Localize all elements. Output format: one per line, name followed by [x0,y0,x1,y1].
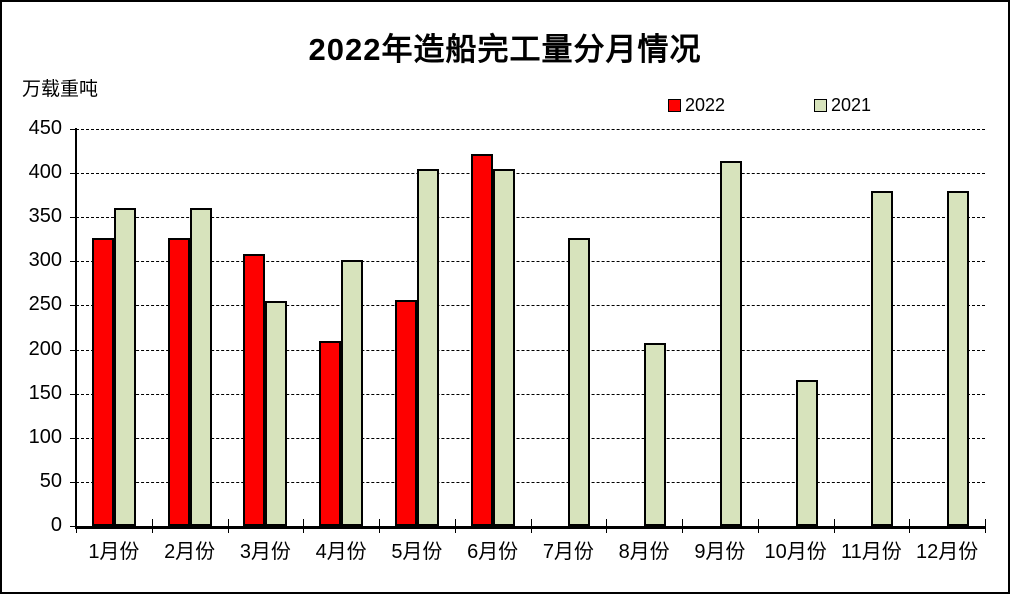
gridline-150 [76,393,985,395]
y-axis-unit-label: 万载重吨 [22,79,99,100]
y-tick-450 [70,129,76,130]
y-axis-label-450: 450 [28,117,62,139]
x-axis-label-8月份: 8月份 [618,541,670,563]
y-axis-label-250: 250 [28,293,62,316]
bar-2021-2月份 [189,207,212,526]
x-tick-10 [833,519,835,533]
plot-area [76,129,985,526]
legend-item-2021: 2021 [814,95,871,115]
y-axis-line [75,128,77,526]
bar-2022-6月份 [470,153,493,526]
y-tick-150 [70,393,76,395]
bar-2022-2月份 [167,238,190,526]
x-axis-label-5月份: 5月份 [391,541,443,563]
gridline-50 [76,481,985,483]
bar-2021-11月份 [871,190,894,526]
legend-label-2021: 2021 [831,94,872,115]
gridline-250 [76,305,985,307]
chart-title: 2022年造船完工量分月情况 [308,32,702,67]
bar-2021-1月份 [113,207,136,526]
x-axis-label-1月份: 1月份 [88,541,140,563]
x-tick-9 [757,519,759,533]
bar-2021-12月份 [947,190,970,526]
y-axis-label-400: 400 [28,161,62,184]
x-axis-label-9月份: 9月份 [694,541,746,563]
bar-2021-8月份 [644,343,667,526]
gridline-200 [76,349,985,351]
x-axis-label-6月份: 6月份 [467,541,519,563]
x-tick-5 [454,519,456,533]
gridline-450 [76,129,985,130]
x-axis-label-3月份: 3月份 [239,541,291,563]
y-axis-label-50: 50 [39,469,62,492]
y-axis-label-0: 0 [50,514,62,536]
x-axis-label-2月份: 2月份 [164,541,216,563]
bar-2021-9月份 [719,160,742,526]
legend-item-2022: 2022 [668,95,725,115]
x-axis-label-4月份: 4月份 [315,541,367,563]
y-axis-label-200: 200 [28,337,62,360]
y-tick-0 [70,526,76,527]
x-tick-11 [909,519,911,533]
y-axis-label-300: 300 [28,249,62,272]
y-tick-50 [70,481,76,483]
x-axis-label-12月份: 12月份 [916,541,979,563]
bar-2022-5月份 [394,300,417,526]
gridline-300 [76,261,985,263]
bar-2021-3月份 [265,301,288,526]
bar-2021-7月份 [568,238,591,526]
x-tick-2 [227,519,229,533]
y-axis-label-100: 100 [28,425,62,448]
bar-2022-3月份 [243,254,266,526]
legend-swatch-2022 [668,98,681,112]
y-tick-200 [70,349,76,351]
x-tick-1 [151,519,153,533]
bar-2022-1月份 [91,238,114,526]
gridline-350 [76,217,985,219]
legend-label-2022: 2022 [685,94,726,115]
bar-2021-6月份 [492,168,515,526]
bar-2021-5月份 [416,168,439,526]
y-tick-250 [70,305,76,307]
legend-swatch-2021 [814,98,827,112]
x-tick-0 [76,519,77,533]
x-tick-7 [606,519,608,533]
gridline-100 [76,437,985,439]
x-tick-3 [303,519,305,533]
x-axis-label-11月份: 11月份 [840,541,902,563]
x-tick-6 [530,519,532,533]
x-tick-4 [379,519,380,533]
x-axis-line [75,526,985,529]
bar-2022-4月份 [319,340,342,526]
x-tick-12 [985,519,986,533]
y-tick-100 [70,437,76,439]
y-tick-300 [70,261,76,263]
x-axis-label-7月份: 7月份 [542,541,594,563]
y-tick-400 [70,173,76,175]
bar-2021-4月份 [341,260,364,526]
bar-2021-10月份 [795,379,818,526]
gridline-400 [76,173,985,175]
x-axis-label-10月份: 10月份 [764,541,827,563]
x-tick-8 [682,519,683,533]
y-tick-350 [70,217,76,219]
y-axis-label-350: 350 [28,205,62,228]
y-axis-label-150: 150 [28,381,62,404]
